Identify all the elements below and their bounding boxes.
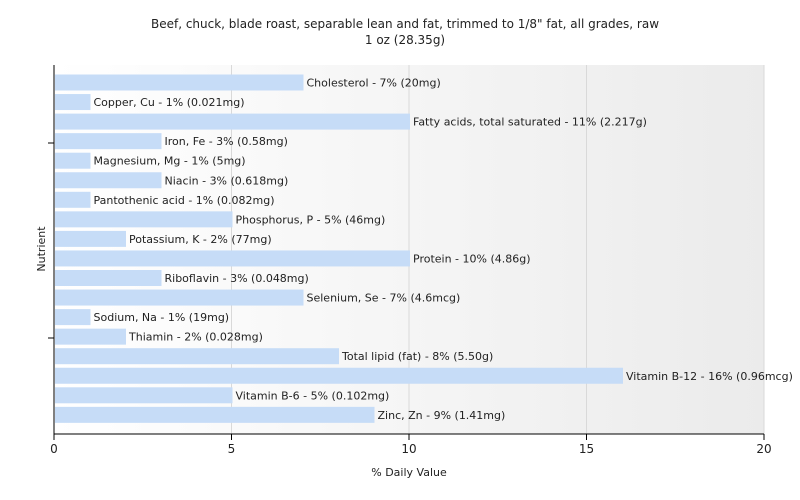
bar xyxy=(55,328,126,345)
x-axis-ticks: 0 5 10 15 20 xyxy=(50,434,772,456)
bar xyxy=(55,94,91,111)
x-tick-label: 15 xyxy=(579,442,594,456)
bar xyxy=(55,348,339,365)
bar xyxy=(55,406,375,423)
bars-group: Cholesterol - 7% (20mg) Copper, Cu - 1% (… xyxy=(55,74,793,423)
bar xyxy=(55,172,162,189)
bar xyxy=(55,191,91,208)
bar xyxy=(55,152,91,169)
bar xyxy=(55,230,126,247)
bar-label: Cholesterol - 7% (20mg) xyxy=(307,77,441,90)
bar-label: Niacin - 3% (0.618mg) xyxy=(165,174,289,187)
bar-label: Copper, Cu - 1% (0.021mg) xyxy=(94,96,245,109)
bar-label: Total lipid (fat) - 8% (5.50g) xyxy=(341,350,493,363)
bar-label: Zinc, Zn - 9% (1.41mg) xyxy=(378,409,506,422)
bar-label: Potassium, K - 2% (77mg) xyxy=(129,233,272,246)
bar-label: Selenium, Se - 7% (4.6mcg) xyxy=(307,292,461,305)
bar xyxy=(55,133,162,150)
bar xyxy=(55,309,91,326)
bar-label: Vitamin B-6 - 5% (0.102mg) xyxy=(236,389,390,402)
x-tick-label: 20 xyxy=(756,442,771,456)
bar xyxy=(55,250,410,267)
bar-label: Iron, Fe - 3% (0.58mg) xyxy=(165,135,288,148)
x-tick-label: 0 xyxy=(50,442,58,456)
bar-label: Phosphorus, P - 5% (46mg) xyxy=(236,213,386,226)
x-tick-label: 10 xyxy=(401,442,416,456)
bar-label: Protein - 10% (4.86g) xyxy=(413,252,531,265)
bar xyxy=(55,74,304,91)
bar-label: Vitamin B-12 - 16% (0.96mcg) xyxy=(626,370,793,383)
bar xyxy=(55,367,623,384)
bar-label: Magnesium, Mg - 1% (5mg) xyxy=(94,155,246,168)
y-axis-title: Nutrient xyxy=(35,226,48,272)
bar xyxy=(55,211,233,228)
bar-label: Pantothenic acid - 1% (0.082mg) xyxy=(94,194,275,207)
chart-title: Beef, chuck, blade roast, separable lean… xyxy=(151,17,659,31)
bar xyxy=(55,289,304,306)
x-axis-title: % Daily Value xyxy=(371,466,447,479)
bar-label: Thiamin - 2% (0.028mg) xyxy=(128,331,263,344)
bar-label: Riboflavin - 3% (0.048mg) xyxy=(165,272,309,285)
bar xyxy=(55,270,162,286)
bar xyxy=(55,113,410,130)
chart-subtitle: 1 oz (28.35g) xyxy=(365,33,445,47)
bar-label: Fatty acids, total saturated - 11% (2.21… xyxy=(413,116,647,129)
x-tick-label: 5 xyxy=(228,442,236,456)
bar xyxy=(55,387,233,404)
bar-label: Sodium, Na - 1% (19mg) xyxy=(94,311,230,324)
